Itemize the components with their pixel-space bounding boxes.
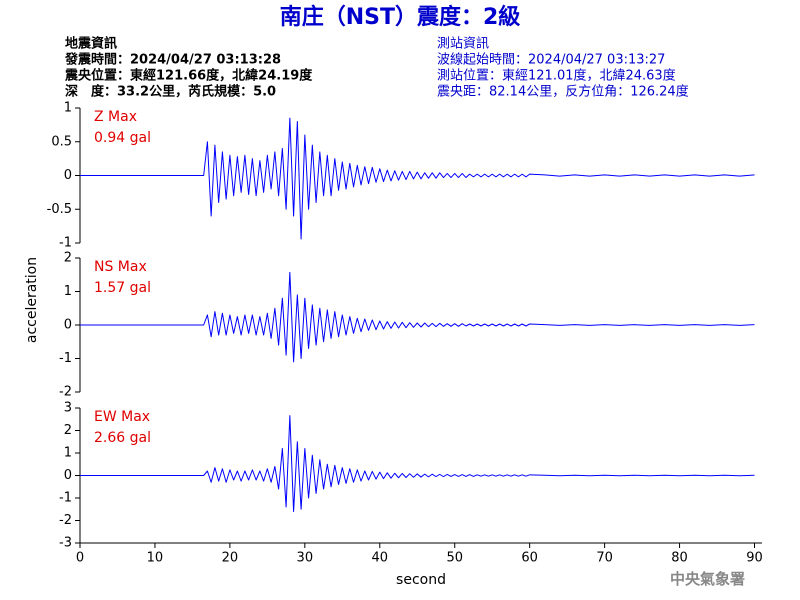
y-tick-label: 0 [64, 468, 72, 483]
y-tick-label: 2 [64, 423, 72, 438]
info-line: 地震資訊 [65, 36, 117, 52]
x-axis-label: second [396, 572, 446, 588]
y-tick-label: 0.5 [51, 134, 72, 149]
x-tick-label: 40 [372, 551, 389, 566]
y-tick-label: -2 [59, 513, 72, 528]
y-tick-label: 1 [64, 446, 72, 461]
waveform [80, 117, 755, 240]
info-line: 震央位置：東經121.66度，北緯24.19度 [64, 68, 313, 84]
y-tick-label: -2 [59, 385, 72, 400]
y-tick-label: 3 [64, 401, 72, 416]
x-tick-label: 0 [76, 551, 84, 566]
info-line: 波線起始時間：2024/04/27 03:13:27 [437, 52, 665, 68]
x-tick-label: 10 [147, 551, 164, 566]
info-line: 震央距：82.14公里，反方位角：126.24度 [437, 84, 689, 100]
waveform [80, 415, 755, 512]
info-line: 測站資訊 [437, 37, 489, 52]
x-tick-label: 70 [596, 551, 613, 566]
panel-annotation: 1.57 gal [94, 280, 151, 296]
x-tick-label: 20 [222, 551, 239, 566]
x-tick-label: 90 [746, 551, 763, 566]
chart-title: 南庄（NST）震度：2級 [280, 4, 521, 30]
x-tick-label: 60 [521, 551, 538, 566]
info-line: 發震時間：2024/04/27 03:13:28 [64, 52, 281, 68]
panel-label: Z Max [94, 109, 137, 125]
y-tick-label: 2 [64, 251, 72, 266]
info-line: 深 度：33.2公里，芮氏規模：5.0 [65, 84, 276, 100]
x-tick-label: 30 [297, 551, 314, 566]
footer: 中央氣象署 [670, 570, 745, 588]
y-tick-label: 0 [64, 168, 72, 183]
x-tick-label: 80 [671, 551, 688, 566]
y-tick-label: -0.5 [47, 202, 72, 217]
y-tick-label: 1 [64, 101, 72, 116]
panel-label: NS Max [94, 259, 147, 275]
panel-label: EW Max [94, 409, 150, 425]
y-tick-label: -3 [59, 536, 72, 551]
x-tick-label: 50 [446, 551, 463, 566]
y-axis-label: acceleration [24, 257, 40, 343]
panel-annotation: 0.94 gal [94, 130, 151, 146]
waveform [80, 271, 755, 363]
y-tick-label: -1 [59, 351, 72, 366]
y-tick-label: 1 [64, 284, 72, 299]
y-tick-label: -1 [59, 236, 72, 251]
info-line: 測站位置：東經121.01度，北緯24.63度 [437, 68, 676, 84]
y-tick-label: 0 [64, 318, 72, 333]
panel-annotation: 2.66 gal [94, 430, 151, 446]
y-tick-label: -1 [59, 491, 72, 506]
